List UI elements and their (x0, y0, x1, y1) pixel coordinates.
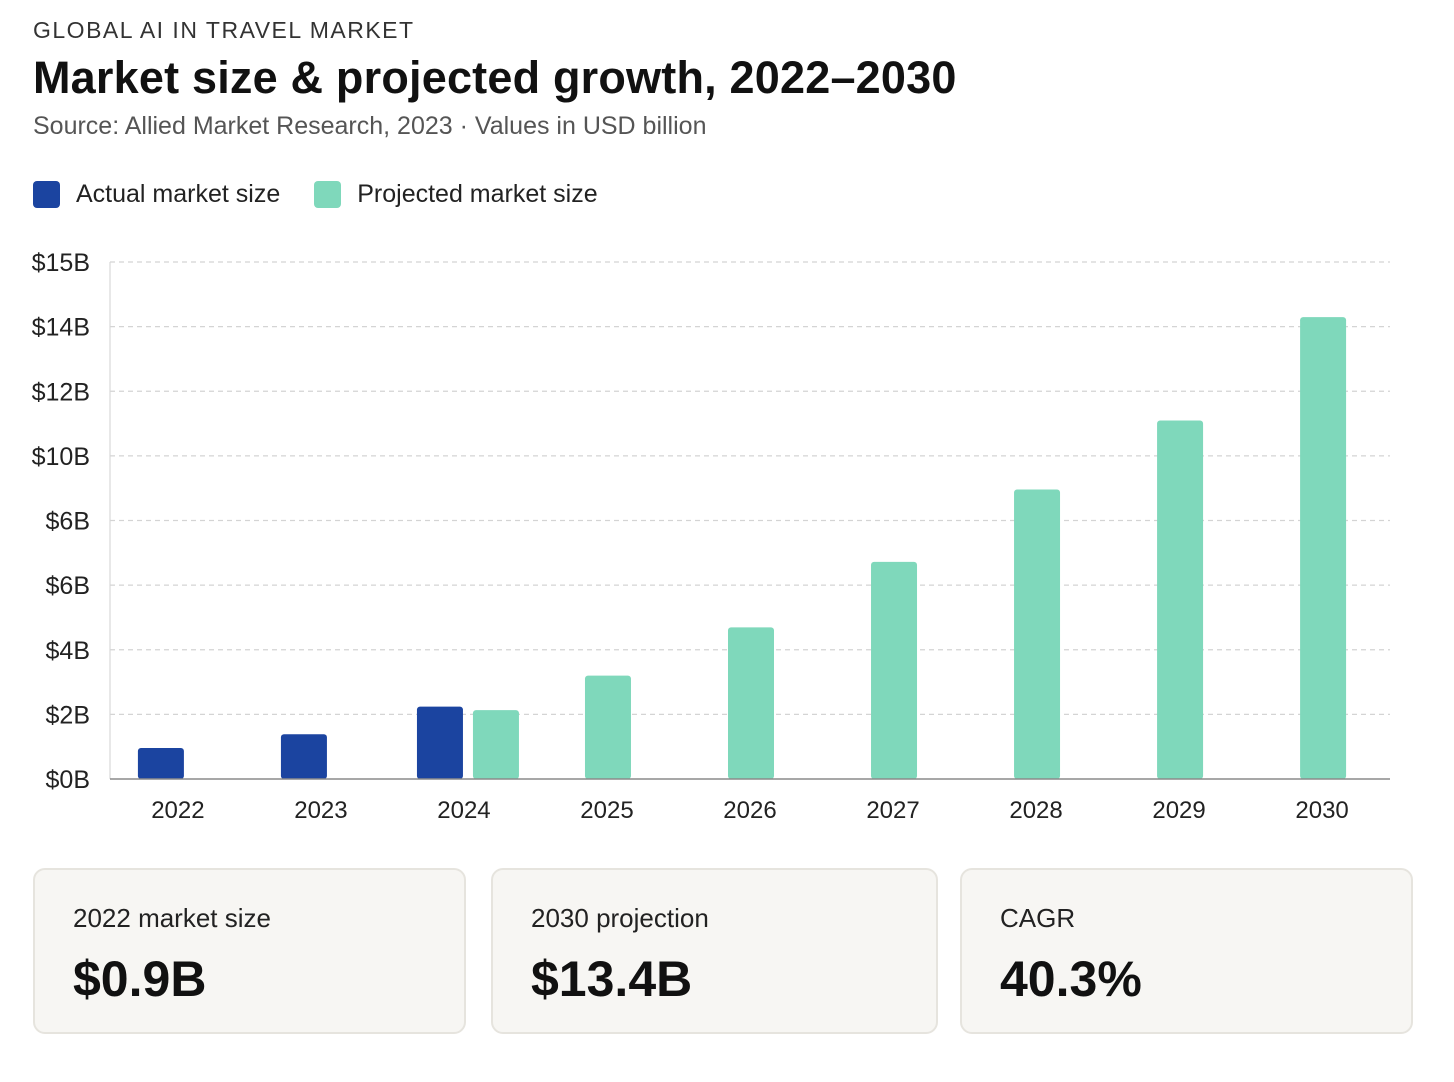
stat-cards: 2022 market size $0.9B 2030 projection $… (33, 868, 1413, 1038)
chart-title: Market size & projected growth, 2022–203… (33, 52, 957, 103)
stat-card-2030-projection: 2030 projection $13.4B (491, 868, 938, 1034)
bar-layer (137, 317, 1347, 779)
x-tick-label: 2029 (1152, 797, 1205, 824)
bar-projected (584, 675, 631, 779)
x-tick-label: 2028 (1009, 797, 1062, 824)
x-tick-label: 2030 (1295, 797, 1348, 824)
y-tick-label: $6B (46, 572, 90, 600)
bar-actual (416, 706, 463, 779)
legend-label-projected: Projected market size (357, 180, 598, 208)
y-tick-label: $12B (32, 378, 90, 406)
label-layer: $0B $2B $4B $6B $6B $10B $12B $14B $15B 2022 2023 2… (32, 249, 1349, 824)
bar-chart: $0B $2B $4B $6B $6B $10B $12B $14B $15B 2022 2023 2… (32, 249, 1390, 824)
x-tick-label: 2025 (580, 797, 633, 824)
chart-subtitle: Source: Allied Market Research, 2023 · V… (33, 112, 707, 140)
eyebrow-label: GLOBAL AI IN TRAVEL MARKET (33, 17, 415, 43)
x-tick-label: 2024 (437, 797, 490, 824)
stat-label: CAGR (1000, 903, 1076, 933)
x-tick-label: 2027 (866, 797, 919, 824)
stat-card-2022-size: 2022 market size $0.9B (33, 868, 466, 1034)
x-tick-label: 2022 (151, 797, 204, 824)
stat-label: 2030 projection (531, 903, 709, 933)
x-tick-label: 2023 (294, 797, 347, 824)
y-tick-label: $0B (46, 766, 90, 794)
y-tick-label: $2B (46, 701, 90, 729)
legend-swatch-actual (33, 181, 60, 208)
stat-card-cagr: CAGR 40.3% (960, 868, 1413, 1034)
x-tick-label: 2026 (723, 797, 776, 824)
axis-layer (109, 262, 1390, 780)
y-tick-label: $4B (46, 637, 90, 665)
stat-value: $13.4B (531, 951, 693, 1007)
y-tick-label: $10B (32, 443, 90, 471)
bar-projected (728, 627, 774, 779)
legend-item-projected: Projected market size (314, 180, 598, 209)
y-tick-label: $14B (32, 314, 90, 342)
bar-actual (137, 747, 184, 779)
y-tick-label: $6B (46, 508, 90, 536)
legend: Actual market size Projected market size (33, 180, 632, 209)
legend-swatch-projected (314, 181, 342, 208)
bar-actual (280, 734, 327, 779)
stat-value: $0.9B (73, 951, 207, 1007)
stat-label: 2022 market size (73, 903, 271, 933)
bar-projected (472, 710, 519, 779)
bar-projected (1157, 420, 1204, 779)
bar-projected (871, 561, 918, 779)
legend-label-actual: Actual market size (76, 180, 281, 208)
bar-projected (1014, 489, 1061, 779)
legend-item-actual: Actual market size (33, 180, 280, 209)
y-tick-label: $15B (32, 249, 90, 277)
stat-value: 40.3% (1000, 951, 1142, 1007)
bar-projected (1300, 317, 1347, 779)
